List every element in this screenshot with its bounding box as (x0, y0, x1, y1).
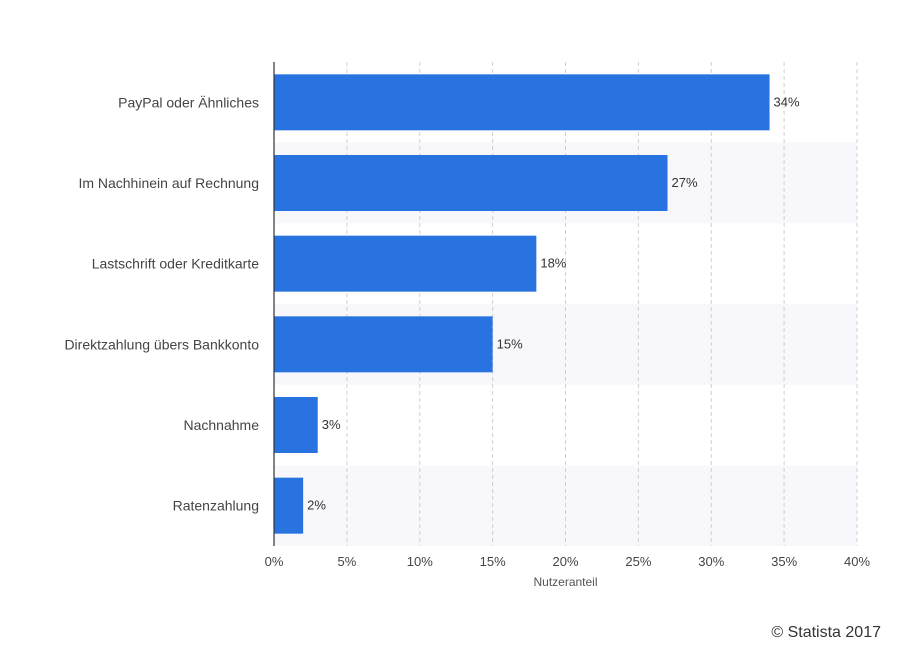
bar (274, 477, 304, 534)
x-tick-label: 0% (265, 554, 284, 569)
x-tick-label: 20% (552, 554, 578, 569)
value-label: 34% (774, 94, 800, 109)
x-axis-title: Nutzeranteil (533, 575, 597, 589)
x-tick-label: 15% (480, 554, 506, 569)
x-tick-label: 35% (771, 554, 797, 569)
bar (274, 155, 668, 211)
value-label: 27% (672, 175, 698, 190)
bar (274, 74, 770, 131)
value-label: 2% (307, 498, 326, 513)
copyright-text: © Statista 2017 (771, 624, 881, 641)
x-tick-label: 30% (698, 554, 724, 569)
category-label: Ratenzahlung (173, 498, 259, 514)
x-tick-label: 5% (337, 554, 356, 569)
category-label: Lastschrift oder Kreditkarte (92, 256, 260, 272)
category-label: Direktzahlung übers Bankkonto (64, 336, 259, 352)
bar (274, 235, 537, 292)
category-label: Im Nachhinein auf Rechnung (78, 175, 259, 191)
value-label: 15% (497, 336, 523, 351)
x-tick-label: 40% (844, 554, 870, 569)
category-label: Nachnahme (184, 417, 260, 433)
value-label: 18% (540, 256, 566, 271)
category-label: PayPal oder Ähnliches (118, 94, 259, 110)
bar (274, 316, 493, 373)
x-tick-label: 10% (407, 554, 433, 569)
bar (274, 397, 318, 453)
x-tick-label: 25% (625, 554, 651, 569)
value-label: 3% (322, 417, 341, 432)
